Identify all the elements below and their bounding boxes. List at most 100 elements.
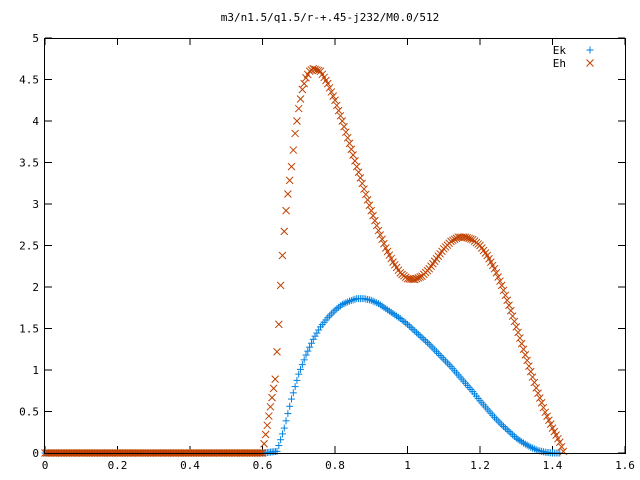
data-point xyxy=(344,298,352,306)
data-point xyxy=(543,412,551,421)
data-point xyxy=(420,335,428,343)
x-tick-label: 0.2 xyxy=(108,459,128,472)
data-point xyxy=(555,438,564,447)
data-point xyxy=(329,92,338,100)
data-point xyxy=(389,310,397,318)
data-point xyxy=(411,327,419,335)
data-point xyxy=(271,375,280,383)
data-point xyxy=(496,419,504,427)
data-point xyxy=(510,317,519,326)
data-point xyxy=(356,174,365,182)
data-point xyxy=(514,435,522,443)
data-point xyxy=(423,339,431,347)
y-tick-label: 1 xyxy=(32,364,39,377)
data-point xyxy=(557,442,566,451)
data-point xyxy=(367,206,376,215)
data-point xyxy=(529,444,537,452)
data-point xyxy=(500,422,508,430)
data-point xyxy=(507,429,515,437)
legend-label-eh: Eh xyxy=(553,57,566,70)
data-point xyxy=(332,101,341,110)
data-point xyxy=(340,122,348,131)
data-point xyxy=(516,334,524,342)
data-point xyxy=(501,424,509,432)
data-point xyxy=(456,233,464,242)
data-point xyxy=(325,83,334,92)
x-tick-label: 0.8 xyxy=(325,459,345,472)
data-point xyxy=(300,79,309,88)
data-point xyxy=(402,319,410,327)
data-point xyxy=(514,328,522,337)
data-point xyxy=(347,296,355,304)
data-point xyxy=(376,231,385,239)
data-point xyxy=(523,356,531,365)
data-point xyxy=(520,439,527,447)
data-point xyxy=(352,162,361,171)
data-point xyxy=(505,427,513,435)
data-point xyxy=(494,273,502,281)
data-point xyxy=(442,357,450,365)
x-tick-label: 1 xyxy=(404,459,411,472)
data-point xyxy=(416,273,425,281)
data-point xyxy=(376,301,384,309)
data-point xyxy=(311,332,319,340)
data-point xyxy=(498,421,506,429)
data-point xyxy=(294,104,303,113)
data-point xyxy=(454,233,463,242)
data-point xyxy=(537,398,546,407)
data-point xyxy=(508,312,517,320)
data-point xyxy=(261,430,270,439)
data-point xyxy=(427,342,435,350)
data-point xyxy=(291,383,299,391)
y-tick-label: 1.5 xyxy=(19,323,39,336)
chart-title: m3/n1.5/q1.5/r-+.45-j232/M0.0/512 xyxy=(221,11,440,24)
data-point xyxy=(375,300,382,308)
data-point xyxy=(276,281,285,290)
data-point xyxy=(387,308,395,316)
data-point xyxy=(334,106,343,115)
data-point xyxy=(288,395,295,403)
data-point xyxy=(535,394,544,402)
data-point xyxy=(467,235,475,243)
data-point xyxy=(494,417,502,425)
data-point xyxy=(521,440,529,448)
data-point xyxy=(293,376,301,384)
data-point xyxy=(509,431,517,439)
data-point xyxy=(534,389,542,398)
data-point xyxy=(378,235,386,244)
y-tick-label: 4 xyxy=(32,115,39,128)
data-point xyxy=(284,410,292,418)
data-point xyxy=(342,299,350,307)
data-point xyxy=(425,340,433,348)
data-point xyxy=(539,403,548,412)
data-point xyxy=(492,269,501,277)
data-point xyxy=(398,316,406,324)
data-point xyxy=(422,337,430,345)
data-point xyxy=(363,195,372,204)
data-point xyxy=(266,402,275,411)
data-point xyxy=(347,145,356,154)
data-point xyxy=(405,322,413,330)
data-point xyxy=(433,348,440,356)
data-point xyxy=(296,95,305,103)
data-point xyxy=(275,442,283,450)
data-point xyxy=(400,317,408,325)
y-tick-label: 0 xyxy=(32,447,39,460)
data-point xyxy=(409,325,417,333)
data-point xyxy=(530,378,539,387)
data-point xyxy=(516,437,524,445)
data-point xyxy=(345,139,354,148)
data-point xyxy=(335,303,343,311)
data-point xyxy=(268,393,276,402)
series-ek xyxy=(41,295,564,457)
data-point xyxy=(340,300,348,308)
data-point xyxy=(382,305,390,313)
data-point xyxy=(418,334,426,342)
data-point xyxy=(372,221,381,230)
data-point xyxy=(304,347,312,355)
data-point xyxy=(519,345,528,354)
data-point xyxy=(525,362,533,370)
data-point xyxy=(505,301,513,310)
data-point xyxy=(506,306,515,315)
data-point xyxy=(285,176,294,185)
